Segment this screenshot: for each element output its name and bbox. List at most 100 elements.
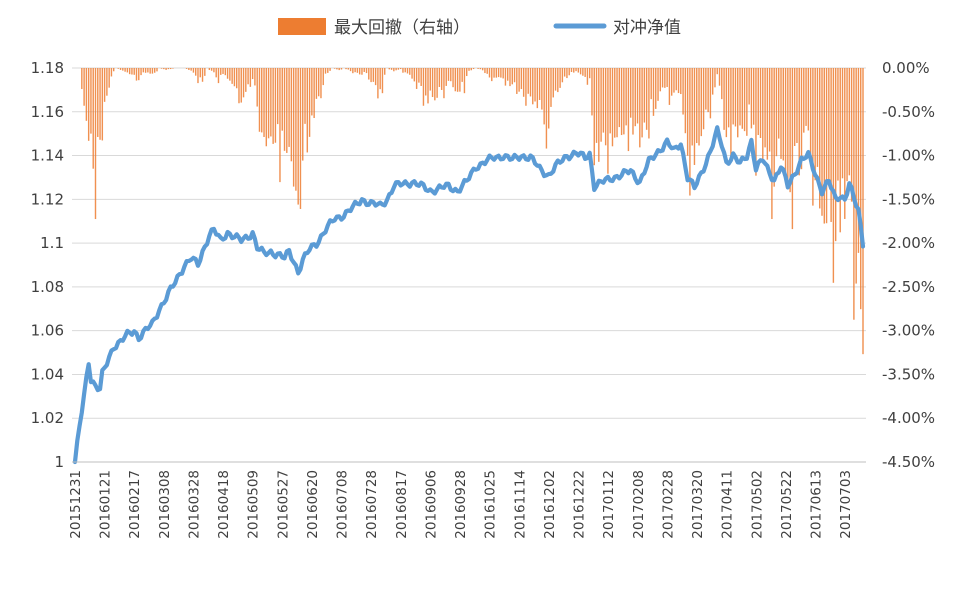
left-tick-label: 1.04 xyxy=(31,365,64,383)
drawdown-bar xyxy=(254,68,256,86)
drawdown-bar xyxy=(782,68,784,161)
drawdown-bar xyxy=(249,68,252,87)
drawdown-bar xyxy=(263,68,265,137)
drawdown-bar xyxy=(734,68,737,127)
drawdown-bar xyxy=(641,68,643,138)
drawdown-bar xyxy=(144,68,147,73)
drawdown-bar xyxy=(247,68,249,85)
drawdown-bar xyxy=(101,68,104,141)
drawdown-bar xyxy=(261,68,263,133)
drawdown-bar xyxy=(739,68,741,126)
x-tick-label: 20170613 xyxy=(809,470,825,539)
drawdown-bar xyxy=(283,68,286,151)
drawdown-bar xyxy=(746,68,748,136)
drawdown-bar xyxy=(552,68,554,98)
drawdown-bar xyxy=(245,68,247,92)
drawdown-bar xyxy=(607,68,609,174)
drawdown-bar xyxy=(477,68,479,69)
drawdown-bar xyxy=(527,68,529,94)
drawdown-bar xyxy=(557,68,559,93)
drawdown-bar xyxy=(297,68,299,205)
drawdown-bar xyxy=(696,68,698,144)
drawdown-bar xyxy=(149,68,151,74)
drawdown-bar xyxy=(618,68,621,128)
drawdown-bar xyxy=(97,68,99,137)
left-tick-label: 1 xyxy=(54,453,64,471)
drawdown-bar xyxy=(525,68,527,106)
drawdown-bar xyxy=(682,68,684,115)
drawdown-bar xyxy=(445,68,447,86)
drawdown-bar xyxy=(796,68,798,144)
left-tick-label: 1.06 xyxy=(31,322,64,340)
drawdown-bar xyxy=(292,68,295,187)
drawdown-bar xyxy=(532,68,534,105)
drawdown-bar xyxy=(251,68,254,80)
x-tick-label: 20170112 xyxy=(601,470,617,539)
drawdown-bar xyxy=(609,68,611,134)
drawdown-bar xyxy=(819,68,821,209)
drawdown-bar xyxy=(705,68,707,110)
drawdown-bar xyxy=(860,68,862,310)
drawdown-bar xyxy=(286,68,288,153)
left-tick-label: 1.14 xyxy=(31,147,64,165)
drawdown-bar xyxy=(491,68,493,82)
drawdown-bar xyxy=(828,68,830,183)
drawdown-bar xyxy=(714,68,716,88)
x-tick-label: 20160527 xyxy=(275,470,291,539)
drawdown-bar xyxy=(472,68,475,70)
right-tick-label: 0.00% xyxy=(882,59,930,77)
drawdown-bar xyxy=(823,68,825,224)
drawdown-bar xyxy=(805,68,807,126)
x-tick-label: 20160906 xyxy=(424,470,440,539)
drawdown-bar xyxy=(620,68,623,136)
drawdown-bar xyxy=(504,68,507,86)
drawdown-bar xyxy=(418,68,420,83)
drawdown-bar xyxy=(593,68,595,166)
drawdown-bar xyxy=(281,68,283,131)
drawdown-bar xyxy=(762,68,764,160)
drawdown-bar xyxy=(302,68,304,161)
drawdown-bar xyxy=(577,68,580,73)
drawdown-bar xyxy=(634,68,636,127)
drawdown-bar xyxy=(666,68,668,87)
drawdown-bar xyxy=(643,68,646,123)
x-tick-label: 20170208 xyxy=(631,470,647,539)
drawdown-bar xyxy=(632,68,634,135)
drawdown-bar xyxy=(563,68,566,77)
drawdown-bar xyxy=(425,68,427,96)
drawdown-bar xyxy=(135,68,138,81)
drawdown-bar xyxy=(834,68,837,242)
drawdown-bar xyxy=(486,68,488,74)
drawdown-bar xyxy=(336,68,338,70)
drawdown-bar xyxy=(172,68,174,69)
drawdown-bar xyxy=(766,68,769,160)
drawdown-bar xyxy=(614,68,616,138)
drawdown-bar xyxy=(395,68,397,71)
drawdown-bar xyxy=(447,68,450,81)
drawdown-bar xyxy=(238,68,240,104)
drawdown-bar xyxy=(588,68,591,79)
left-tick-label: 1.08 xyxy=(31,278,64,296)
drawdown-bar xyxy=(629,68,632,118)
x-tick-label: 20170411 xyxy=(720,470,736,539)
drawdown-bar xyxy=(108,68,110,88)
x-tick-label: 20160308 xyxy=(157,470,173,539)
drawdown-bar xyxy=(436,68,438,98)
drawdown-bar xyxy=(140,68,142,76)
drawdown-bar xyxy=(848,68,851,176)
drawdown-bar xyxy=(495,68,498,78)
drawdown-bar xyxy=(668,68,671,105)
drawdown-bar xyxy=(502,68,504,79)
drawdown-bar xyxy=(358,68,361,75)
drawdown-bar xyxy=(789,68,791,193)
drawdown-bar xyxy=(832,68,835,283)
drawdown-bar xyxy=(276,68,279,125)
drawdown-bar xyxy=(131,68,133,75)
drawdown-bar xyxy=(110,68,113,77)
drawdown-bar xyxy=(461,68,463,82)
drawdown-bar xyxy=(648,68,650,139)
drawdown-bar xyxy=(397,68,400,70)
x-tick-label: 20160728 xyxy=(364,470,380,539)
drawdown-bar xyxy=(468,68,470,71)
